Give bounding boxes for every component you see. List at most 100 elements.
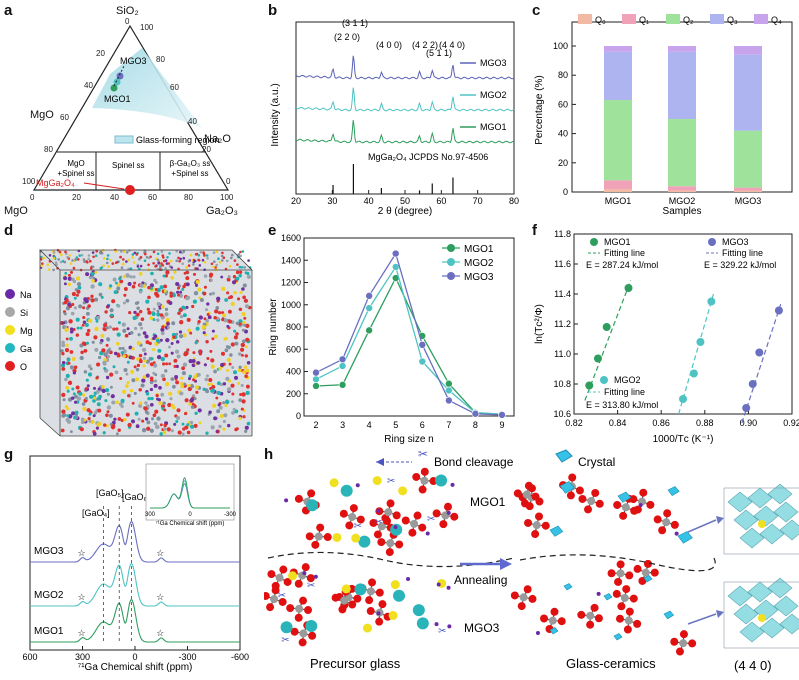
atom [136, 424, 140, 428]
atom [66, 407, 69, 410]
x-tick-label: -600 [231, 652, 249, 662]
tick: 40 [84, 81, 93, 90]
legend-fit: Fitting line [604, 387, 645, 397]
atom [193, 273, 196, 276]
x-tick-label: 7 [446, 420, 451, 430]
atom [82, 341, 86, 345]
atom [111, 394, 115, 398]
oxygen-atom [622, 585, 630, 593]
atom [176, 291, 179, 294]
oxygen-atom [625, 571, 633, 579]
atom [127, 259, 130, 262]
atom [242, 415, 245, 418]
atom [107, 254, 110, 257]
apex-top-label: SiO₂ [116, 5, 139, 17]
atom [173, 359, 177, 363]
oxygen-atom [535, 512, 543, 520]
atom [176, 408, 180, 412]
oxygen-atom [584, 505, 592, 513]
oxygen-atom [528, 595, 536, 603]
atom [139, 290, 142, 293]
legend-marker [5, 343, 15, 353]
peak-label: (3 1 1) [342, 18, 368, 28]
atom [191, 305, 194, 308]
atom [179, 391, 183, 395]
legend-fit: Fitting line [722, 248, 763, 258]
atom [106, 350, 110, 354]
atom [241, 266, 244, 269]
atom [109, 259, 112, 262]
atom [117, 304, 121, 308]
oxygen-atom [624, 626, 632, 634]
oxygen-atom [596, 500, 604, 508]
atom [107, 405, 111, 409]
atom [157, 253, 160, 256]
atom [64, 261, 67, 264]
octahedron [748, 582, 772, 602]
atom [156, 394, 159, 397]
atom [163, 409, 166, 412]
atom [101, 389, 105, 393]
atom [128, 282, 132, 286]
atom [152, 262, 155, 265]
x-axis-label: ⁷¹Ga Chemical shift (ppm) [78, 662, 193, 673]
atom [94, 298, 98, 302]
atom [223, 382, 226, 385]
oxygen-atom [567, 491, 575, 499]
xrd-chart: Intensity (a.u.) 2 θ (degree) MGO3MGO2MG… [264, 0, 526, 220]
scissors-icon: ✂ [438, 626, 446, 637]
atom [174, 375, 178, 379]
crystal-cube [550, 526, 563, 536]
crystal-cube [668, 487, 679, 496]
atom [213, 416, 217, 420]
atom [179, 291, 182, 294]
magnesium-atom [330, 478, 339, 487]
atom [122, 390, 126, 394]
x-tick-label: 60 [436, 196, 446, 206]
sodium-atom [675, 532, 679, 536]
y-axis-label: Percentage (%) [534, 75, 545, 144]
atom [235, 277, 239, 281]
panel-label: a [4, 2, 12, 19]
atom [78, 254, 81, 257]
atom [103, 423, 106, 426]
atom [135, 377, 139, 381]
atom [182, 371, 186, 375]
atom [74, 366, 78, 370]
magnesium-atom [332, 533, 341, 542]
atom [134, 392, 137, 395]
atom [226, 325, 229, 328]
atom [73, 371, 76, 374]
atom [206, 374, 209, 377]
atom [125, 260, 128, 263]
atom [64, 312, 67, 315]
atom [221, 287, 225, 291]
atom [76, 318, 80, 322]
legend-label: O [20, 362, 27, 372]
bar-segment [668, 119, 696, 186]
oxygen-atom [577, 611, 585, 619]
energy-mgo3: E = 329.22 kJ/mol [704, 260, 776, 270]
atom [106, 337, 110, 341]
trace-label: MGO1 [34, 626, 64, 637]
atom [138, 258, 141, 261]
atom [89, 413, 92, 416]
sodium-atom [447, 624, 451, 628]
x-tick-label: 9 [499, 420, 504, 430]
atom [171, 429, 174, 432]
atom [71, 278, 75, 282]
gallium-atom [393, 590, 405, 602]
atom [240, 348, 244, 352]
atom [157, 259, 160, 262]
atom [216, 251, 219, 254]
oxygen-atom [518, 602, 526, 610]
sodium-atom [356, 483, 360, 487]
atom [136, 313, 140, 317]
atom [166, 322, 169, 325]
atom [133, 282, 136, 285]
oxygen-atom [311, 541, 319, 549]
atom [203, 317, 206, 320]
atom [122, 329, 126, 333]
atom [178, 260, 181, 263]
